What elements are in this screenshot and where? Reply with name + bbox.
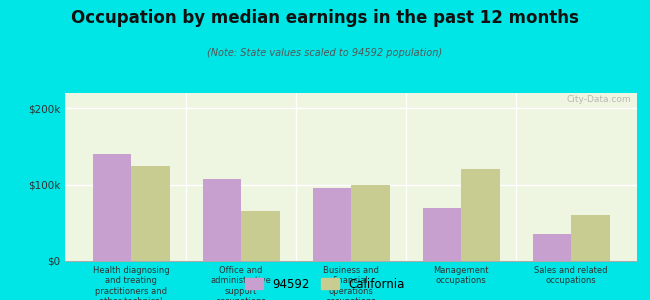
Bar: [131, 166, 170, 261]
Text: Occupation by median earnings in the past 12 months: Occupation by median earnings in the pas…: [71, 9, 579, 27]
Bar: [422, 208, 461, 261]
Text: City-Data.com: City-Data.com: [567, 95, 631, 104]
Bar: [532, 234, 571, 261]
Bar: [313, 188, 351, 261]
Text: (Note: State values scaled to 94592 population): (Note: State values scaled to 94592 popu…: [207, 48, 443, 58]
Bar: [92, 154, 131, 261]
Bar: [351, 184, 389, 261]
Bar: [571, 215, 610, 261]
Legend: 94592, California: 94592, California: [242, 274, 408, 294]
Bar: [241, 212, 280, 261]
Bar: [203, 178, 241, 261]
Bar: [461, 169, 499, 261]
